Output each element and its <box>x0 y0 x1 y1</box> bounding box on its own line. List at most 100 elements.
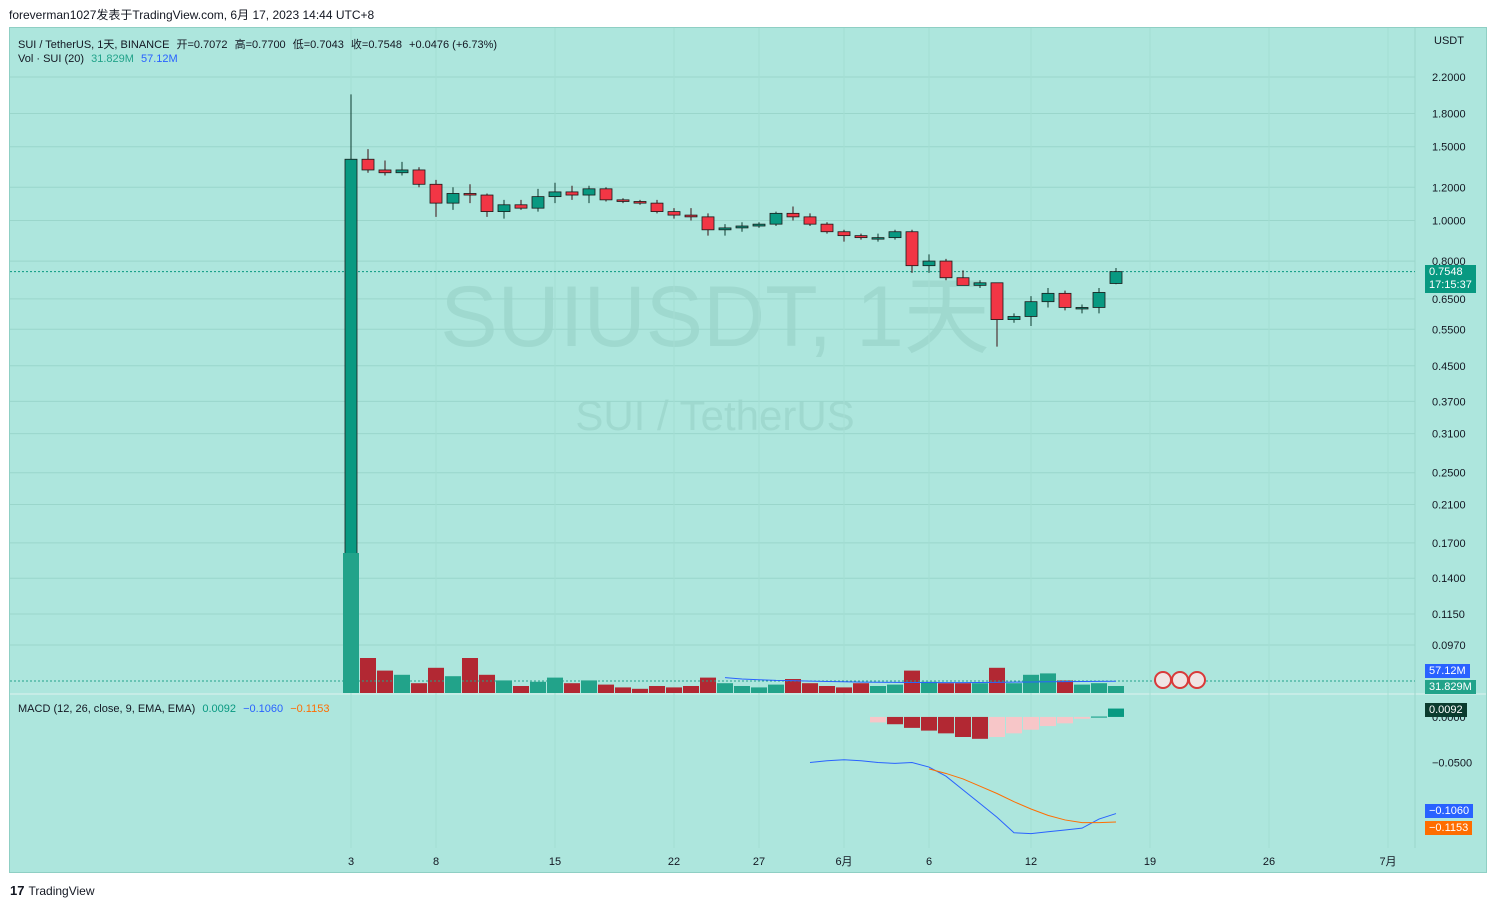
macd-signal-tag: −0.1153 <box>1425 821 1473 835</box>
candle-body <box>582 188 596 196</box>
volume-bar <box>1006 683 1022 693</box>
candle-body <box>786 212 800 218</box>
price-tick-label: 2.2000 <box>1432 72 1466 84</box>
time-tick-label: 19 <box>1144 856 1156 868</box>
chart-area[interactable]: SUIUSDT, 1天 SUI / TetherUS 2.2000 1.8000 1.5… <box>9 27 1487 873</box>
candle-body <box>1041 292 1055 303</box>
candle-body <box>361 158 375 171</box>
volume-bar <box>462 658 478 693</box>
close-label: 收=0.7548 <box>350 39 402 51</box>
volume-bar <box>581 680 597 693</box>
volume-bar <box>513 686 529 693</box>
candle-body <box>1058 292 1072 308</box>
vol-value: 31.829M <box>91 53 134 65</box>
event-flag-icon <box>1171 671 1189 689</box>
volume-bar <box>343 553 359 693</box>
candle-body <box>599 188 613 201</box>
candle-body <box>820 223 834 233</box>
volume-bar <box>377 670 393 693</box>
macd-label[interactable]: MACD (12, 26, close, 9, EMA, EMA) <box>18 703 196 715</box>
volume-bar <box>411 683 427 693</box>
vol-ma-tag: 57.12M <box>1425 664 1470 678</box>
candle-body <box>616 199 630 202</box>
time-tick-label: 15 <box>549 856 561 868</box>
volume-bar <box>853 683 869 693</box>
candle-body <box>565 191 579 196</box>
volume-bar <box>1023 674 1039 693</box>
volume-bar <box>1091 683 1107 693</box>
volume-bar <box>632 688 648 693</box>
volume-bar <box>394 674 410 693</box>
event-flag-icon <box>1154 671 1172 689</box>
volume-bar <box>972 683 988 693</box>
macd-signal-line <box>928 768 1117 824</box>
macd-histogram-bar <box>1006 716 1022 734</box>
candle-body <box>735 225 749 229</box>
macd-histogram-bar <box>921 716 937 731</box>
chart-canvas[interactable]: SUIUSDT, 1天 SUI / TetherUS 2.2000 1.8000 1.5… <box>10 28 1487 873</box>
brand-name: TradingView <box>28 883 95 898</box>
attribution-text: foreverman1027发表于TradingView.com, 6月 17,… <box>9 8 375 22</box>
macd-histogram-bar <box>955 716 971 737</box>
volume-bar <box>1108 686 1124 693</box>
watermark-title: SUIUSDT, 1天 <box>440 269 990 365</box>
volume-bar <box>955 683 971 693</box>
macd-histogram-bar <box>1040 716 1056 727</box>
candle-body <box>378 169 392 174</box>
macd-histogram-bar <box>887 716 903 725</box>
volume-bar <box>989 667 1005 693</box>
volume-bar <box>785 679 801 693</box>
candle-body <box>803 216 817 225</box>
candle-body <box>633 201 647 204</box>
volume-bar <box>1057 680 1073 693</box>
price-tick-label: 0.1150 <box>1432 609 1465 621</box>
candle-body <box>480 194 494 212</box>
time-tick-label: 22 <box>668 856 680 868</box>
candle-body <box>854 235 868 239</box>
time-tick-label: 26 <box>1263 856 1275 868</box>
macd-histogram-bar <box>1108 708 1124 717</box>
symbol-label[interactable]: SUI / TetherUS, 1天, BINANCE <box>18 39 170 51</box>
volume-bar <box>734 686 750 693</box>
macd-hist-value: 0.0092 <box>202 703 236 715</box>
macd-signal-value: −0.1153 <box>290 703 330 715</box>
price-tick-label: 1.2000 <box>1432 182 1466 194</box>
volume-bar <box>496 680 512 693</box>
volume-bar <box>700 677 716 693</box>
last-price-value: 0.7548 <box>1429 266 1463 278</box>
volume-bar <box>938 683 954 693</box>
macd-histogram-bar <box>870 716 886 723</box>
volume-bar <box>802 683 818 693</box>
time-tick-label: 3 <box>348 856 354 868</box>
price-tick-label: 0.1700 <box>1432 538 1466 550</box>
volume-bar <box>598 684 614 693</box>
price-tick-label: 0.3100 <box>1432 429 1466 441</box>
volume-bar <box>768 684 784 693</box>
candle-body <box>531 196 545 209</box>
price-tick-label: 0.3700 <box>1432 396 1466 408</box>
event-flag-icon <box>1188 671 1206 689</box>
candle-body <box>667 211 681 216</box>
volume-bar <box>666 687 682 693</box>
volume-bar <box>1074 684 1090 693</box>
macd-histogram-bar <box>1023 716 1039 730</box>
volume-bar <box>649 686 665 693</box>
macd-histogram-bar <box>1057 716 1073 724</box>
ohlc-legend: SUI / TetherUS, 1天, BINANCE 开=0.7072 高=0… <box>18 36 501 52</box>
price-tick-label: 1.0000 <box>1432 215 1466 227</box>
candle-body <box>1075 307 1089 310</box>
time-tick-label: 27 <box>753 856 765 868</box>
open-label: 开=0.7072 <box>176 39 228 51</box>
candle-body <box>548 191 562 198</box>
macd-histogram-bar <box>1074 716 1090 719</box>
candle-body <box>650 202 664 212</box>
volume-bar <box>564 683 580 693</box>
time-tick-label: 7月 <box>1379 856 1396 868</box>
candle-body <box>446 193 460 204</box>
footer-brand[interactable]: 17 TradingView <box>10 883 95 898</box>
candle-body <box>701 216 715 231</box>
volume-bar <box>836 687 852 693</box>
price-tick-label: 0.2500 <box>1432 468 1466 480</box>
candle-body <box>1109 271 1123 284</box>
vol-label[interactable]: Vol · SUI (20) <box>18 53 85 65</box>
